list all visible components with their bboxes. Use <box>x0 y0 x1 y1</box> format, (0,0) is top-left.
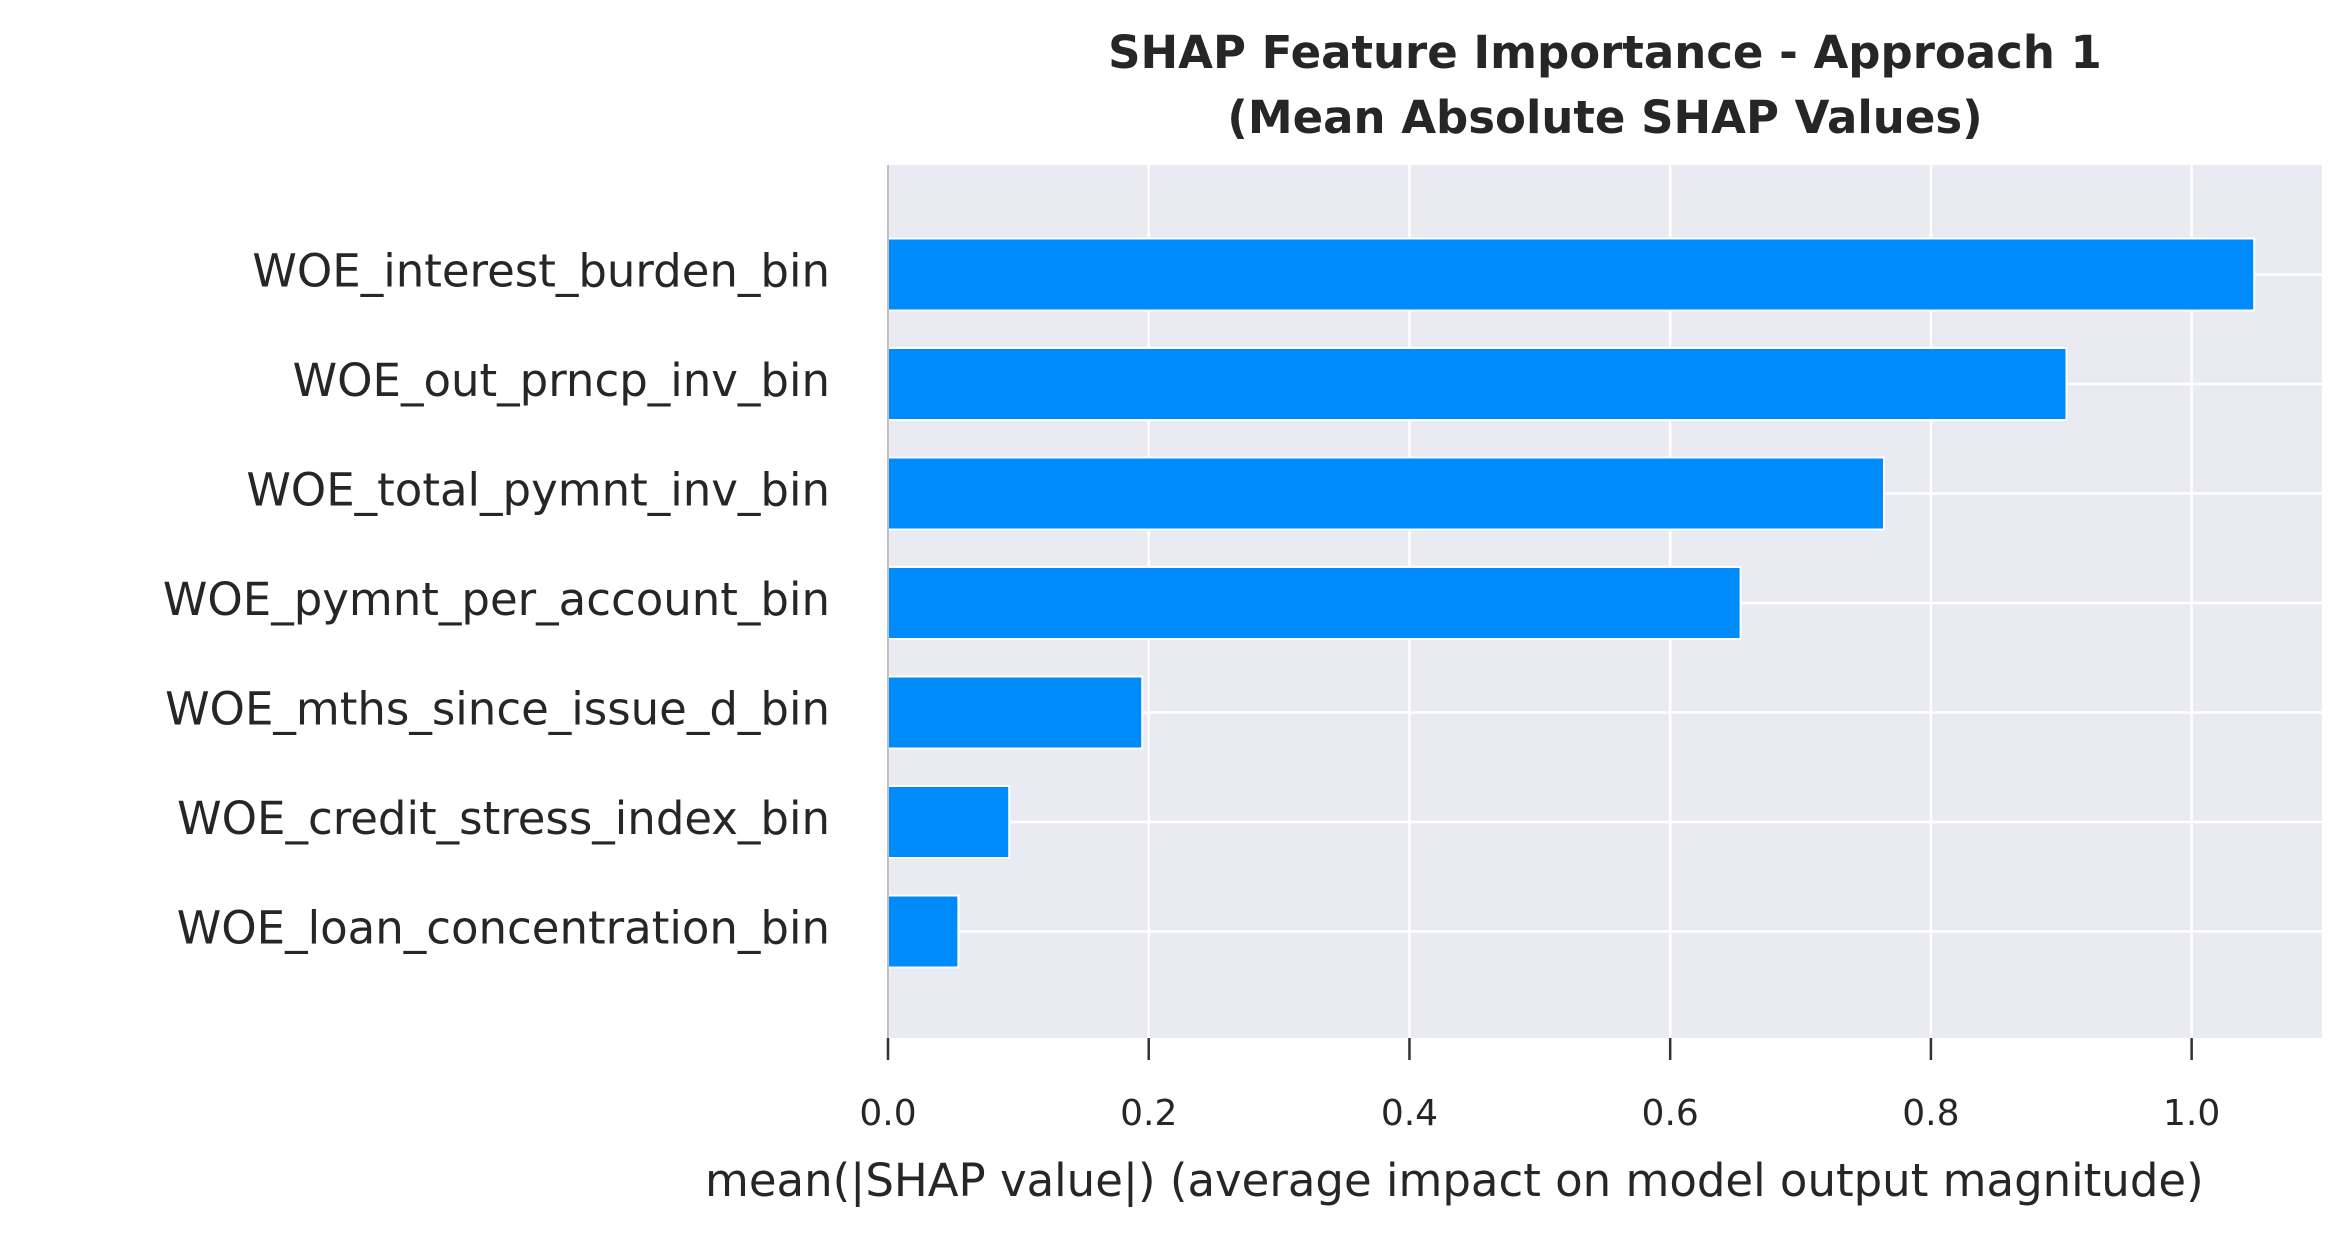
y-tick-label: WOE_loan_concentration_bin <box>177 902 830 955</box>
x-tick-label: 1.0 <box>2163 1093 2220 1134</box>
bar <box>887 566 1742 640</box>
y-tick-label: WOE_pymnt_per_account_bin <box>163 573 830 626</box>
x-tick-label: 0.8 <box>1902 1093 1959 1134</box>
bar <box>887 237 2256 312</box>
y-tick-label: WOE_mths_since_issue_d_bin <box>165 683 830 736</box>
y-tick-label: WOE_out_prncp_inv_bin <box>293 354 830 407</box>
y-tick-label: WOE_interest_burden_bin <box>252 245 830 298</box>
y-tick-label: WOE_total_pymnt_inv_bin <box>246 464 830 517</box>
bar <box>887 456 1885 531</box>
bar <box>887 894 960 969</box>
x-axis-label: mean(|SHAP value|) (average impact on mo… <box>705 1154 2204 1207</box>
x-tick-label: 0.0 <box>859 1093 916 1134</box>
x-tick-label: 0.4 <box>1381 1093 1438 1134</box>
bar <box>887 675 1144 750</box>
bar <box>887 785 1011 859</box>
chart-subtitle: (Mean Absolute SHAP Values) <box>1227 91 1982 144</box>
y-tick-label: WOE_credit_stress_index_bin <box>177 792 830 845</box>
chart-title: SHAP Feature Importance - Approach 1 <box>1108 26 2102 79</box>
bar <box>887 347 2068 421</box>
x-tick-label: 0.2 <box>1120 1093 1177 1134</box>
x-tick-label: 0.6 <box>1642 1093 1699 1134</box>
